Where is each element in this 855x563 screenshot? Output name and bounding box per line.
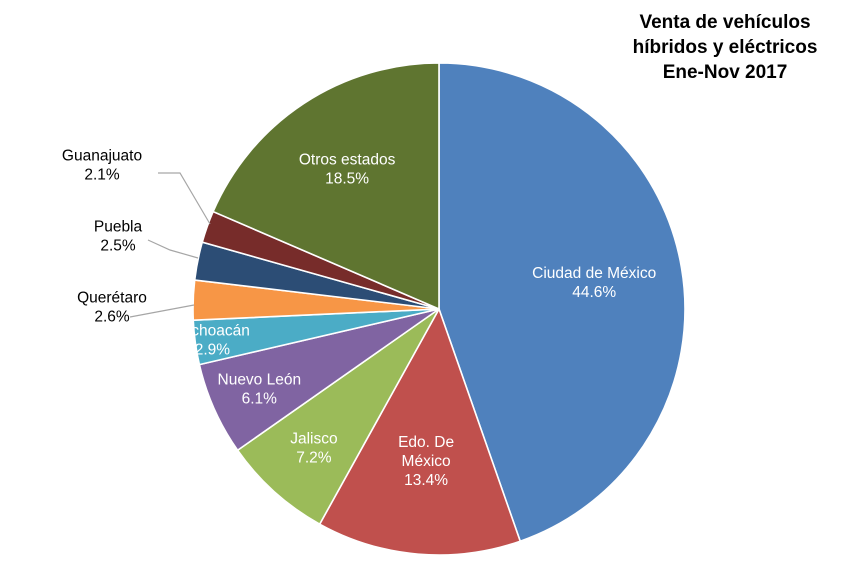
data-label-name-puebla: Puebla (94, 219, 143, 236)
data-label-name-jalisco: Jalisco (290, 431, 337, 448)
data-label-value-jalisco: 7.2% (296, 450, 332, 467)
data-label-value-queretaro: 2.6% (94, 309, 130, 326)
data-label-name-edo-de-mexico: México (402, 453, 451, 470)
leader-lines (129, 172, 211, 318)
data-label-value-puebla: 2.5% (100, 238, 136, 255)
data-label-name-ciudad-de-mexico: Ciudad de México (532, 265, 656, 282)
data-label-name-michoacan: Michoacán (175, 323, 250, 340)
data-label-name-edo-de-mexico: Edo. De (398, 434, 454, 451)
leader-line-guanajuato (158, 172, 211, 225)
leader-line-queretaro (129, 304, 195, 318)
data-label-name-guanajuato: Guanajuato (62, 148, 142, 165)
leader-line-puebla (147, 239, 199, 259)
data-label-name-queretaro: Querétaro (77, 290, 147, 307)
pie-slice-ciudad-de-mexico (438, 62, 686, 543)
pie-slices (192, 62, 686, 556)
data-label-value-ciudad-de-mexico: 44.6% (572, 284, 616, 301)
pie-slice-otros-estados (212, 62, 440, 311)
data-label-name-otros-estados: Otros estados (299, 152, 396, 169)
data-label-name-nuevo-leon: Nuevo León (218, 372, 302, 389)
pie-slice-jalisco (236, 308, 440, 526)
pie-slice-edo-de-mexico (318, 307, 522, 556)
chart-title-line-3: Ene-Nov 2017 (663, 62, 788, 83)
data-label-value-michoacan: 2.9% (195, 342, 231, 359)
chart-title-line-2: híbridos y eléctricos (633, 37, 818, 58)
slice-labels: Ciudad de México 44.6% Edo. De México 13.4% J… (62, 148, 656, 490)
chart-title-line-1: Venta de vehículos (639, 12, 810, 33)
data-label-value-nuevo-leon: 6.1% (242, 391, 278, 408)
data-label-value-guanajuato: 2.1% (84, 167, 120, 184)
data-label-value-otros-estados: 18.5% (325, 171, 369, 188)
data-label-value-edo-de-mexico: 13.4% (404, 472, 448, 489)
